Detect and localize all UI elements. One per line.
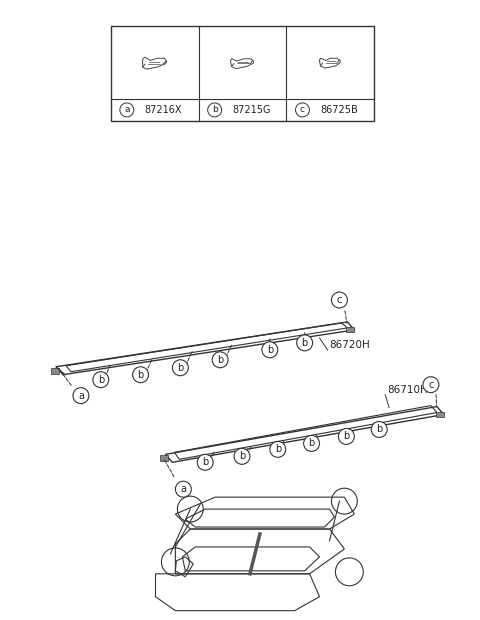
- Text: b: b: [137, 370, 144, 379]
- Circle shape: [212, 352, 228, 368]
- Bar: [51, 368, 59, 374]
- Circle shape: [93, 372, 109, 388]
- Text: a: a: [180, 484, 186, 494]
- Circle shape: [73, 388, 89, 404]
- Circle shape: [338, 428, 354, 445]
- Bar: [347, 327, 354, 332]
- Text: b: b: [217, 355, 223, 365]
- Circle shape: [371, 422, 387, 438]
- Text: b: b: [202, 458, 208, 467]
- Text: b: b: [275, 445, 281, 454]
- Text: b: b: [343, 432, 349, 441]
- Text: b: b: [301, 338, 308, 348]
- Text: b: b: [376, 425, 382, 435]
- Text: b: b: [239, 451, 245, 461]
- Text: 86720H: 86720H: [329, 340, 370, 350]
- Circle shape: [270, 441, 286, 458]
- Circle shape: [423, 377, 439, 392]
- Text: b: b: [177, 363, 183, 373]
- Text: 86725B: 86725B: [320, 105, 358, 115]
- Text: b: b: [98, 374, 104, 384]
- Circle shape: [296, 103, 310, 117]
- Circle shape: [332, 292, 348, 308]
- Circle shape: [208, 103, 222, 117]
- Text: b: b: [309, 438, 315, 448]
- Text: c: c: [337, 295, 342, 305]
- Circle shape: [234, 448, 250, 464]
- Circle shape: [132, 367, 148, 383]
- Text: 86710H: 86710H: [387, 384, 428, 394]
- Circle shape: [262, 342, 278, 358]
- Text: a: a: [78, 391, 84, 401]
- Circle shape: [120, 103, 134, 117]
- Text: c: c: [300, 105, 305, 115]
- Text: b: b: [267, 345, 273, 355]
- Text: 87215G: 87215G: [232, 105, 271, 115]
- Circle shape: [304, 435, 320, 451]
- Circle shape: [297, 335, 312, 351]
- Text: 87216X: 87216X: [145, 105, 182, 115]
- Circle shape: [175, 481, 192, 497]
- Circle shape: [172, 360, 188, 376]
- Bar: [436, 412, 444, 417]
- Bar: [160, 455, 168, 461]
- Text: c: c: [428, 379, 433, 389]
- Circle shape: [197, 454, 213, 471]
- Text: b: b: [212, 105, 217, 115]
- Text: a: a: [124, 105, 130, 115]
